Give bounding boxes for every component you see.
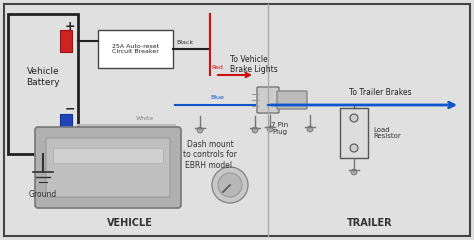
Circle shape: [350, 114, 358, 122]
Bar: [53, 148, 163, 163]
Text: +: +: [64, 19, 75, 32]
Bar: [98, 30, 173, 68]
Text: Ground: Ground: [29, 190, 57, 199]
Bar: [340, 108, 368, 158]
Text: 25A Auto-reset
Circuit Breaker: 25A Auto-reset Circuit Breaker: [112, 44, 159, 54]
Circle shape: [212, 167, 248, 203]
FancyBboxPatch shape: [277, 91, 307, 109]
Text: Black: Black: [176, 40, 193, 45]
Circle shape: [350, 144, 358, 152]
FancyBboxPatch shape: [257, 87, 279, 113]
Text: 7 Pin
Plug: 7 Pin Plug: [272, 122, 289, 135]
Circle shape: [252, 127, 258, 133]
Text: Load
Resistor: Load Resistor: [373, 126, 401, 139]
Text: TRAILER: TRAILER: [347, 218, 393, 228]
Circle shape: [218, 173, 242, 197]
Circle shape: [267, 126, 273, 132]
Circle shape: [197, 127, 203, 133]
Circle shape: [351, 169, 357, 175]
Text: To Vehicle
Brake Lights: To Vehicle Brake Lights: [230, 55, 278, 74]
Text: White: White: [136, 116, 154, 121]
Bar: [8, 14, 78, 154]
Text: VEHICLE: VEHICLE: [107, 218, 153, 228]
Circle shape: [307, 126, 313, 132]
Text: −: −: [65, 102, 75, 115]
Text: Vehicle
Battery: Vehicle Battery: [26, 67, 60, 87]
Text: To Trailer Brakes: To Trailer Brakes: [349, 88, 411, 97]
Text: Dash mount
to controls for
EBRH model.: Dash mount to controls for EBRH model.: [183, 140, 237, 170]
Bar: [60, 30, 72, 52]
FancyBboxPatch shape: [35, 127, 181, 208]
Bar: [60, 114, 72, 136]
Text: Blue: Blue: [210, 95, 224, 100]
Text: Red: Red: [211, 65, 223, 70]
FancyBboxPatch shape: [46, 138, 170, 197]
